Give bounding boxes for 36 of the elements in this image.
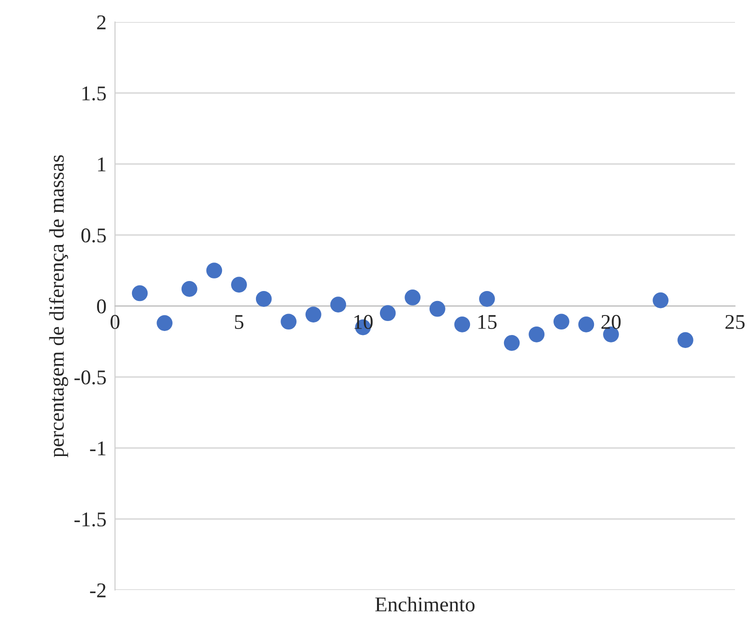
point bbox=[256, 290, 272, 307]
point bbox=[280, 314, 297, 330]
y-tick-label: -2 bbox=[90, 583, 106, 598]
y-axis-title: percentagem de diferença de massas bbox=[48, 155, 68, 458]
y-tick-label: 1 bbox=[98, 157, 106, 172]
x-tick-label: 0 bbox=[110, 314, 120, 329]
point bbox=[404, 290, 421, 306]
point bbox=[330, 296, 346, 312]
point bbox=[652, 292, 669, 308]
point bbox=[677, 332, 694, 348]
y-tick-label: 0.5 bbox=[81, 228, 106, 243]
point bbox=[231, 276, 247, 293]
y-tick-label: 2 bbox=[97, 15, 106, 30]
point bbox=[429, 300, 446, 317]
point bbox=[528, 326, 545, 342]
y-tick-label: -1.5 bbox=[74, 512, 106, 527]
point bbox=[578, 316, 594, 332]
point bbox=[181, 281, 198, 297]
point bbox=[380, 305, 396, 322]
point bbox=[206, 262, 222, 278]
x-tick-label: 15 bbox=[478, 315, 497, 329]
x-tick-label: 25 bbox=[726, 314, 745, 329]
y-tick-label: -0.5 bbox=[74, 370, 106, 385]
point bbox=[479, 290, 495, 307]
point bbox=[305, 306, 322, 322]
point bbox=[132, 285, 148, 302]
y-tick-label: -1 bbox=[90, 441, 106, 456]
point bbox=[504, 335, 520, 351]
x-axis-title: Enchimento bbox=[375, 596, 475, 612]
x-tick-label: 20 bbox=[602, 314, 621, 329]
x-tick-label: 5 bbox=[235, 315, 244, 329]
y-tick-label: 1.5 bbox=[82, 86, 106, 101]
point bbox=[454, 316, 470, 332]
point bbox=[553, 314, 570, 330]
point bbox=[156, 315, 173, 331]
y-tick-label: 0 bbox=[97, 299, 106, 314]
